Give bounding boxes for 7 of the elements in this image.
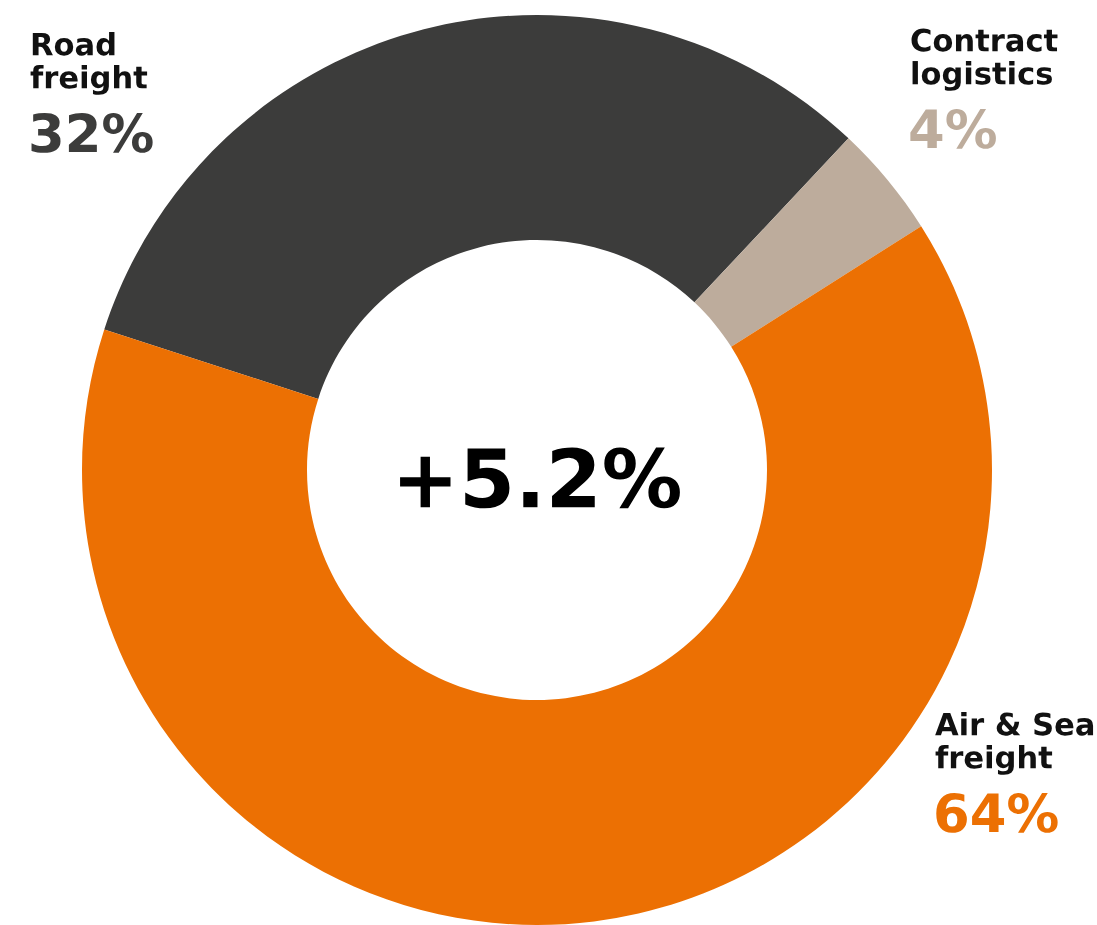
slice-label: Road freight [30, 32, 148, 95]
data-label: 4% [910, 108, 996, 149]
slice-label: Air & Sea freight [935, 712, 1094, 775]
slice-label: Contract logistics [911, 28, 1058, 91]
text: +5.2% [400, 447, 680, 509]
data-label: 32% [31, 112, 153, 153]
data-label: 64% [936, 792, 1058, 833]
